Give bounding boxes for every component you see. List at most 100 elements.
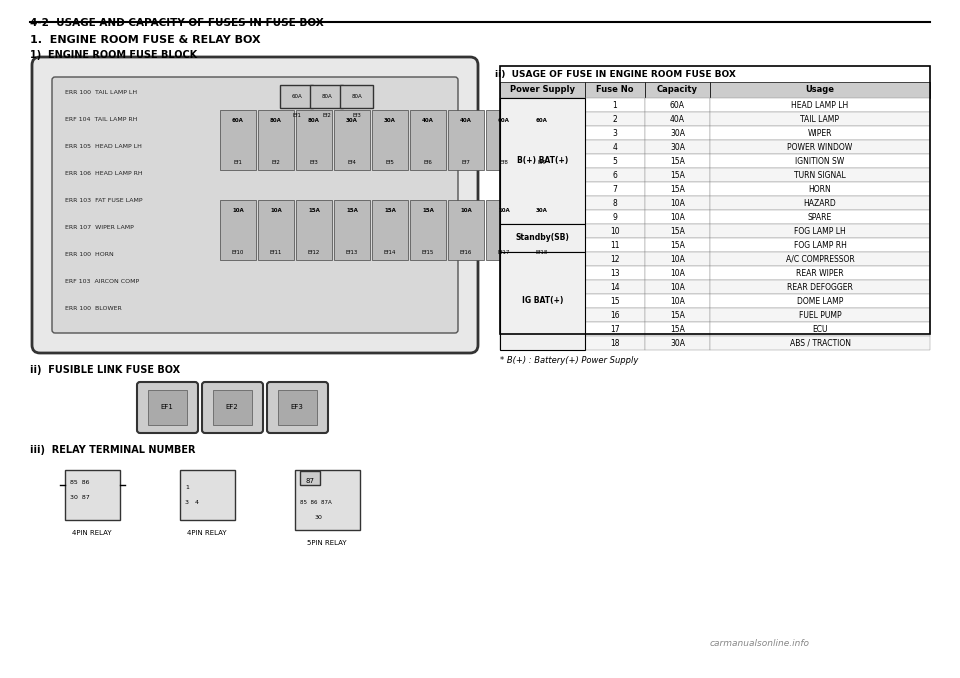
Text: Ef1: Ef1 <box>233 160 243 165</box>
Text: Ef13: Ef13 <box>346 250 358 255</box>
Text: IG BAT(+): IG BAT(+) <box>522 296 564 306</box>
Text: EF3: EF3 <box>291 404 303 410</box>
Bar <box>710 112 930 126</box>
Bar <box>710 168 930 182</box>
Text: TURN SIGNAL: TURN SIGNAL <box>794 170 846 180</box>
Text: FUEL PUMP: FUEL PUMP <box>799 311 841 319</box>
Text: 80A: 80A <box>308 118 320 123</box>
Bar <box>213 390 252 425</box>
Text: 3: 3 <box>612 129 617 138</box>
Bar <box>448 200 484 260</box>
Text: 5: 5 <box>612 157 617 165</box>
Text: 10A: 10A <box>670 296 684 306</box>
Bar <box>500 238 585 252</box>
Text: * B(+) : Battery(+) Power Supply: * B(+) : Battery(+) Power Supply <box>500 356 638 365</box>
Bar <box>500 252 585 266</box>
Text: ERF 103  AIRCON COMP: ERF 103 AIRCON COMP <box>65 279 139 284</box>
Bar <box>410 200 446 260</box>
Text: FOG LAMP RH: FOG LAMP RH <box>794 241 847 250</box>
Text: EF1: EF1 <box>160 404 174 410</box>
Text: 10A: 10A <box>670 254 684 264</box>
Bar <box>148 390 187 425</box>
Bar <box>500 98 585 112</box>
Text: 12: 12 <box>611 254 620 264</box>
Text: ERR 106  HEAD LAMP RH: ERR 106 HEAD LAMP RH <box>65 171 143 176</box>
Bar <box>524 110 560 170</box>
Bar <box>645 168 710 182</box>
Text: iii)  RELAY TERMINAL NUMBER: iii) RELAY TERMINAL NUMBER <box>30 445 196 455</box>
Text: 15A: 15A <box>670 184 684 193</box>
Bar <box>585 252 645 266</box>
Text: 30A: 30A <box>346 118 358 123</box>
Bar <box>372 200 408 260</box>
FancyBboxPatch shape <box>202 382 263 433</box>
Bar <box>500 98 585 224</box>
Text: Usage: Usage <box>805 85 834 94</box>
Text: 30A: 30A <box>384 118 396 123</box>
Text: Ef1: Ef1 <box>292 113 300 118</box>
Bar <box>258 200 294 260</box>
Text: 30  87: 30 87 <box>70 495 89 500</box>
Bar <box>710 98 930 112</box>
Bar <box>710 280 930 294</box>
Bar <box>645 210 710 224</box>
Text: 11: 11 <box>611 241 620 250</box>
Bar <box>645 280 710 294</box>
Bar <box>645 140 710 154</box>
Bar <box>65 470 120 520</box>
Text: 80A: 80A <box>270 118 282 123</box>
Text: ERR 107  WIPER LAMP: ERR 107 WIPER LAMP <box>65 225 133 230</box>
Bar <box>500 336 585 350</box>
Bar <box>180 470 235 520</box>
Bar <box>645 308 710 322</box>
Bar <box>500 210 585 224</box>
Bar <box>585 322 645 336</box>
Text: Standby(SB): Standby(SB) <box>516 233 569 243</box>
Text: HORN: HORN <box>808 184 831 193</box>
Bar <box>585 154 645 168</box>
Text: SPARE: SPARE <box>808 212 832 222</box>
Bar <box>710 252 930 266</box>
Bar <box>296 200 332 260</box>
Bar <box>645 238 710 252</box>
Bar <box>500 280 585 294</box>
Text: 40A: 40A <box>422 118 434 123</box>
Text: carmanualsonline.info: carmanualsonline.info <box>710 639 810 647</box>
Text: 1)  ENGINE ROOM FUSE BLOCK: 1) ENGINE ROOM FUSE BLOCK <box>30 50 197 60</box>
Text: Fuse No: Fuse No <box>596 85 634 94</box>
Text: 15A: 15A <box>670 311 684 319</box>
Text: 15A: 15A <box>308 208 320 213</box>
Text: 80A: 80A <box>351 94 362 99</box>
Text: 5PIN RELAY: 5PIN RELAY <box>307 540 347 546</box>
Text: Ef11: Ef11 <box>270 250 282 255</box>
Text: 10A: 10A <box>498 208 510 213</box>
Bar <box>645 98 710 112</box>
Text: 1: 1 <box>612 100 617 110</box>
Text: 10A: 10A <box>670 212 684 222</box>
Text: 14: 14 <box>611 283 620 292</box>
Text: 10A: 10A <box>270 208 282 213</box>
Text: 18: 18 <box>611 338 620 348</box>
Bar <box>500 294 585 308</box>
FancyBboxPatch shape <box>137 382 198 433</box>
Text: POWER WINDOW: POWER WINDOW <box>787 142 852 151</box>
FancyBboxPatch shape <box>32 57 478 353</box>
Bar <box>585 266 645 280</box>
Text: 15A: 15A <box>670 325 684 334</box>
Bar <box>500 82 585 98</box>
Bar <box>710 224 930 238</box>
Text: 30: 30 <box>315 515 323 520</box>
Text: ERR 105  HEAD LAMP LH: ERR 105 HEAD LAMP LH <box>65 144 142 149</box>
Bar <box>500 66 930 334</box>
Text: REAR DEFOGGER: REAR DEFOGGER <box>787 283 852 292</box>
Bar <box>645 82 710 98</box>
Bar <box>710 322 930 336</box>
Bar <box>585 294 645 308</box>
Bar <box>585 336 645 350</box>
Bar <box>710 140 930 154</box>
Text: 80A: 80A <box>322 94 332 99</box>
Bar <box>585 126 645 140</box>
Text: Ef2: Ef2 <box>322 113 331 118</box>
Text: 3   4: 3 4 <box>185 500 199 505</box>
Bar <box>645 196 710 210</box>
